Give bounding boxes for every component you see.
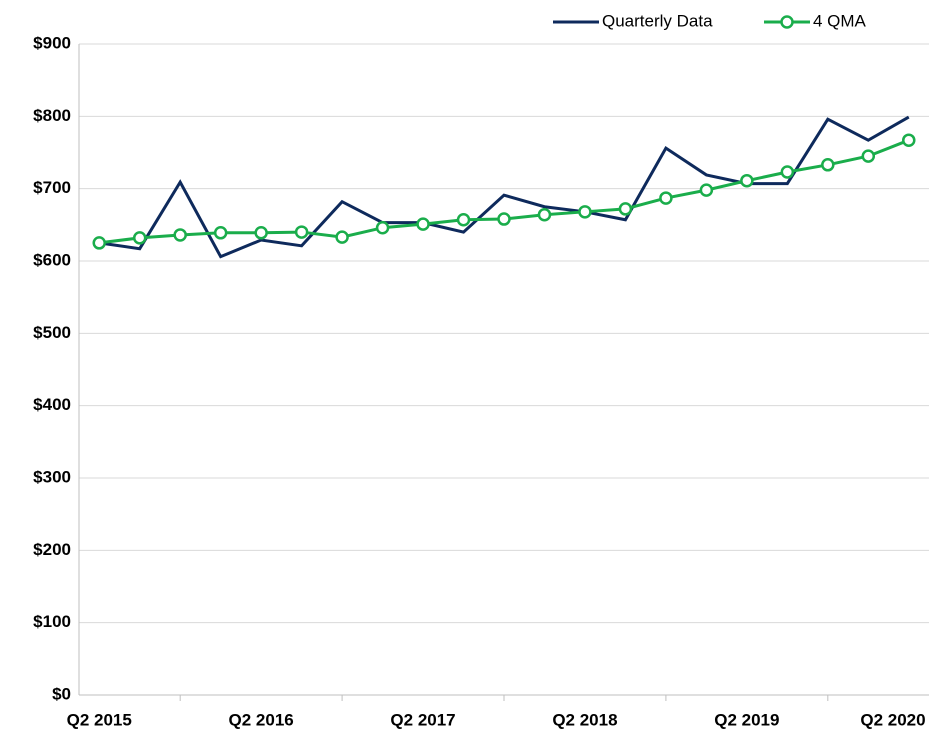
marker xyxy=(497,212,511,226)
x-tick-label: Q2 2017 xyxy=(390,710,455,729)
y-tick-label: $900 xyxy=(33,33,71,52)
marker xyxy=(780,165,795,179)
marker xyxy=(456,213,471,227)
marker xyxy=(254,226,268,240)
marker xyxy=(335,230,349,244)
marker xyxy=(416,217,430,231)
legend-label: 4 QMA xyxy=(813,11,867,30)
legend-label: Quarterly Data xyxy=(602,11,713,30)
marker xyxy=(740,173,754,188)
y-tick-label: $400 xyxy=(33,395,71,414)
x-tick-label: Q2 2018 xyxy=(552,710,617,729)
marker xyxy=(618,202,633,216)
marker xyxy=(132,231,147,245)
legend-marker xyxy=(780,15,794,29)
x-tick-label: Q2 2019 xyxy=(714,710,779,729)
marker xyxy=(213,226,228,240)
marker xyxy=(659,191,673,205)
y-tick-label: $100 xyxy=(33,612,71,631)
y-tick-label: $0 xyxy=(52,684,71,703)
marker xyxy=(902,133,916,147)
series-line xyxy=(99,115,910,259)
marker xyxy=(578,205,592,219)
y-tick-label: $600 xyxy=(33,250,71,269)
x-tick-label: Q2 2015 xyxy=(67,710,132,729)
marker xyxy=(375,220,390,235)
y-tick-label: $300 xyxy=(33,467,71,486)
y-tick-label: $700 xyxy=(33,178,71,197)
marker xyxy=(537,207,552,222)
marker xyxy=(821,158,835,172)
x-tick-label: Q2 2020 xyxy=(860,710,925,729)
y-tick-label: $500 xyxy=(33,323,71,342)
marker xyxy=(173,228,187,242)
marker xyxy=(861,149,876,163)
y-tick-label: $800 xyxy=(33,106,71,125)
x-tick-label: Q2 2016 xyxy=(229,710,294,729)
marker xyxy=(294,225,309,239)
y-tick-label: $200 xyxy=(33,540,71,559)
marker xyxy=(699,183,714,197)
marker xyxy=(92,236,106,250)
